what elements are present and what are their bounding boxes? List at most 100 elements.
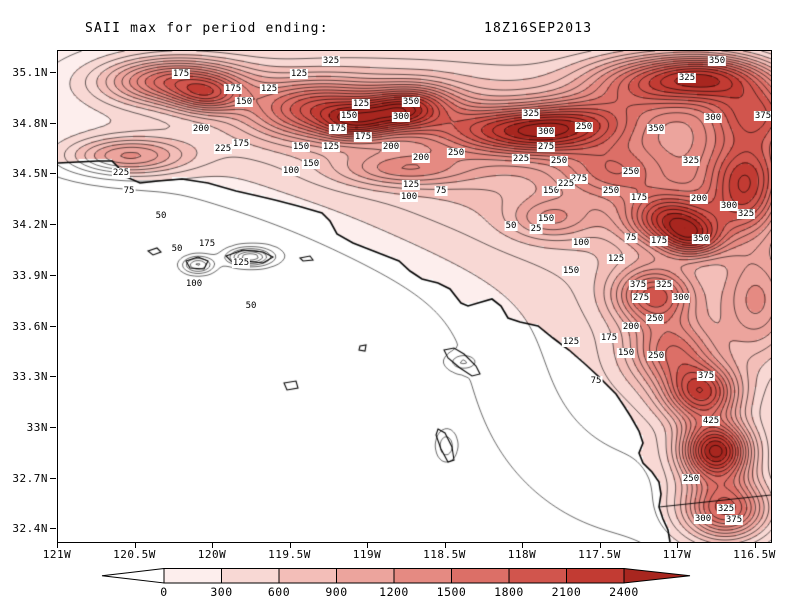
contour-label: 100 <box>571 238 591 248</box>
longitude-tick <box>289 542 291 548</box>
colorbar-value-label: 0 <box>160 585 168 599</box>
contour-label: 150 <box>541 186 561 196</box>
contour-label: 300 <box>693 514 713 524</box>
contour-label: 250 <box>446 148 466 158</box>
contour-label: 100 <box>184 279 204 289</box>
contour-label: 325 <box>654 280 674 290</box>
latitude-tick <box>50 72 56 73</box>
contour-label: 250 <box>601 186 621 196</box>
colorbar-value-label: 1200 <box>379 585 409 599</box>
longitude-tick <box>754 542 756 548</box>
longitude-tick <box>522 542 523 548</box>
contour-labels-layer: 325 350 175 125 325 175 125 350 150 125 325 375 150 3… <box>58 51 771 542</box>
colorbar-segment <box>221 568 280 584</box>
contour-label: 200 <box>689 194 709 204</box>
contour-label: 300 <box>719 201 739 211</box>
contour-label: 325 <box>681 156 701 166</box>
contour-label: 325 <box>521 109 541 119</box>
contour-label: 200 <box>621 322 641 332</box>
colorbar-segment <box>393 568 452 584</box>
contour-label: 125 <box>289 69 309 79</box>
contour-label: 225 <box>213 144 233 154</box>
contour-label: 325 <box>736 209 756 219</box>
contour-label: 225 <box>511 154 531 164</box>
contour-label: 100 <box>281 166 301 176</box>
contour-label: 200 <box>411 153 431 163</box>
contour-label: 225 <box>111 168 131 178</box>
longitude-tick-label: 121W <box>42 548 72 561</box>
contour-label: 375 <box>753 111 771 121</box>
contour-label: 150 <box>234 97 254 107</box>
longitude-tick-label: 120W <box>197 548 227 561</box>
contour-label: 125 <box>561 337 581 347</box>
colorbar-scale <box>101 567 691 584</box>
contour-label: 75 <box>434 186 448 196</box>
contour-label: 325 <box>321 56 341 66</box>
latitude-tick-label: 33N <box>26 420 48 434</box>
colorbar-segment <box>163 568 222 584</box>
colorbar-segment <box>278 568 337 584</box>
contour-label: 175 <box>649 236 669 246</box>
contour-label: 250 <box>681 474 701 484</box>
latitude-tick <box>50 122 56 124</box>
contour-label: 250 <box>549 156 569 166</box>
longitude-tick <box>367 542 368 548</box>
contour-label: 150 <box>616 348 636 358</box>
contour-label: 275 <box>569 174 589 184</box>
longitude-tick <box>57 542 58 548</box>
longitude-tick-label: 118.5W <box>423 548 466 561</box>
colorbar-segment <box>451 568 510 584</box>
contour-label: 50 <box>170 244 184 254</box>
contour-label: 175 <box>353 132 373 142</box>
latitude-tick-label: 33.9N <box>12 268 48 282</box>
latitude-tick-label: 32.7N <box>12 471 48 485</box>
latitude-tick-label: 34.2N <box>12 218 48 232</box>
latitude-tick-label: 33.6N <box>12 319 48 333</box>
contour-label: 200 <box>381 142 401 152</box>
map-valid-time: 18Z16SEP2013 <box>484 21 593 36</box>
latitude-tick <box>50 274 56 276</box>
contour-label: 150 <box>291 142 311 152</box>
contour-label: 50 <box>244 301 258 311</box>
contour-label: 250 <box>645 314 665 324</box>
contour-label: 325 <box>677 73 697 83</box>
colorbar-value-label: 2100 <box>551 585 582 599</box>
longitude-tick <box>599 542 601 548</box>
colorbar-segment <box>508 568 567 584</box>
contour-label: 125 <box>321 142 341 152</box>
longitude-tick <box>212 542 213 548</box>
colorbar-right-arrow <box>623 567 691 584</box>
latitude-tick-label: 34.8N <box>12 116 48 130</box>
contour-label: 325 <box>716 504 736 514</box>
contour-label: 50 <box>504 221 518 231</box>
contour-label: 250 <box>646 351 666 361</box>
contour-label: 175 <box>328 124 348 134</box>
contour-label: 25 <box>529 224 543 234</box>
colorbar-value-label: 300 <box>210 585 233 599</box>
contour-label: 375 <box>696 371 716 381</box>
contour-label: 350 <box>707 56 727 66</box>
contour-label: 175 <box>599 333 619 343</box>
contour-label: 100 <box>399 192 419 202</box>
latitude-tick <box>50 528 56 530</box>
colorbar-value-label: 600 <box>267 585 291 599</box>
longitude-tick-label: 120.5W <box>113 548 156 561</box>
map-plot-area: 325 350 175 125 325 175 125 350 150 125 325 375 150 3… <box>57 50 772 543</box>
contour-label: 350 <box>646 124 666 134</box>
contour-label: 125 <box>606 254 626 264</box>
contour-label: 175 <box>231 139 251 149</box>
latitude-tick-label: 34.5N <box>12 167 48 181</box>
longitude-tick <box>677 542 678 548</box>
contour-label: 300 <box>671 293 691 303</box>
contour-label: 175 <box>223 84 243 94</box>
contour-label: 75 <box>589 376 603 386</box>
longitude-tick-label: 119.5W <box>268 548 311 561</box>
longitude-tick-label: 117W <box>662 548 692 561</box>
latitude-tick-label: 32.4N <box>12 522 48 536</box>
contour-label: 250 <box>574 122 594 132</box>
map-title: SAII max for period ending: <box>85 21 329 36</box>
latitude-tick <box>50 426 56 428</box>
longitude-tick <box>444 542 446 548</box>
contour-label: 125 <box>231 258 251 268</box>
